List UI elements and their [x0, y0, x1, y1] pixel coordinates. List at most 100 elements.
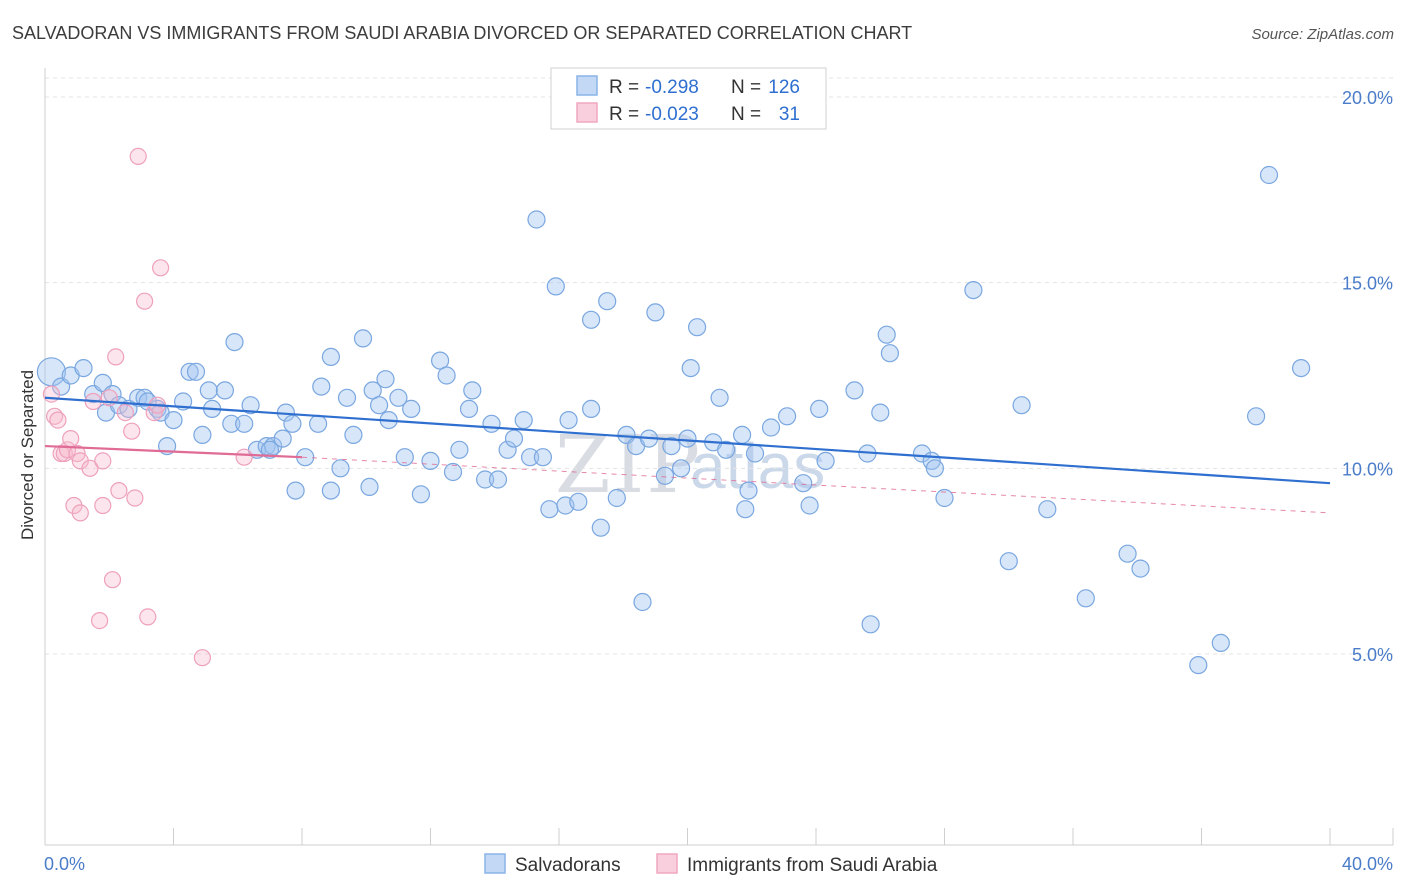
point-salvadorans-124 [260, 440, 279, 459]
point-salvadorans-114 [1038, 500, 1057, 519]
scatter-points [36, 147, 1311, 675]
point-salvadorans-35 [309, 414, 328, 433]
point-salvadorans-39 [331, 459, 350, 478]
point-salvadorans-86 [681, 359, 700, 378]
point-saudi-22 [126, 489, 144, 507]
point-salvadorans-41 [344, 425, 363, 444]
point-salvadorans-56 [450, 440, 469, 459]
axes [44, 68, 1394, 846]
point-salvadorans-62 [498, 440, 517, 459]
point-salvadorans-87 [687, 318, 707, 337]
point-salvadorans-61 [488, 470, 508, 489]
point-salvadorans-67 [540, 500, 559, 519]
point-salvadorans-103 [861, 615, 880, 634]
point-salvadorans-105 [877, 325, 896, 344]
point-salvadorans-14 [164, 411, 183, 430]
point-salvadorans-32 [283, 414, 302, 433]
point-salvadorans-72 [581, 399, 601, 418]
legend-n-label-1: N = [731, 77, 761, 98]
y-tick-labels: 5.0% 10.0% 15.0% 20.0% [1342, 88, 1393, 665]
bottom-legend-label-salvadorans: Salvadorans [515, 855, 621, 876]
point-saudi-0 [42, 385, 61, 403]
legend-r-value-2: -0.023 [645, 104, 699, 125]
point-salvadorans-79 [633, 592, 652, 612]
point-salvadorans-107 [912, 444, 932, 463]
point-salvadorans-122 [1291, 359, 1311, 378]
point-saudi-27 [152, 259, 170, 277]
point-salvadorans-90 [716, 440, 736, 459]
point-salvadorans-25 [235, 414, 254, 433]
point-salvadorans-83 [662, 437, 681, 456]
point-salvadorans-54 [437, 366, 456, 385]
point-saudi-25 [139, 608, 157, 626]
point-salvadorans-115 [1076, 589, 1095, 608]
point-salvadorans-59 [476, 470, 495, 489]
trend-lines [44, 396, 1331, 514]
point-salvadorans-60 [482, 414, 501, 433]
point-salvadorans-42 [353, 329, 373, 348]
stats-legend: R = -0.298 N = 126 R = -0.023 N = 31 [550, 67, 827, 130]
point-saudi-10 [71, 504, 89, 522]
point-salvadorans-99 [810, 399, 829, 418]
point-salvadorans-98 [800, 496, 819, 515]
point-salvadorans-52 [421, 451, 440, 470]
point-saudi-18 [107, 348, 125, 366]
bottom-legend-swatch-salvadorans [484, 853, 506, 874]
point-salvadorans-112 [999, 552, 1018, 571]
legend-r-label-1: R = [609, 77, 639, 98]
x-tick-max: 40.0% [1342, 854, 1393, 874]
point-salvadorans-104 [871, 403, 890, 422]
point-salvadorans-33 [286, 481, 305, 500]
y-tick-label-1: 10.0% [1342, 459, 1393, 479]
point-salvadorans-63 [504, 429, 524, 448]
series-legend: Salvadorans Immigrants from Saudi Arabia [484, 853, 938, 876]
point-salvadorans-75 [598, 292, 617, 311]
point-salvadorans-71 [569, 492, 588, 511]
legend-r-label-2: R = [609, 104, 639, 125]
point-salvadorans-82 [655, 466, 675, 485]
legend-n-value-1: 126 [768, 77, 800, 98]
point-salvadorans-18 [186, 362, 206, 381]
point-salvadorans-92 [736, 500, 755, 519]
point-salvadorans-55 [443, 462, 463, 482]
point-salvadorans-37 [321, 347, 340, 366]
point-salvadorans-3 [74, 359, 93, 378]
y-tick-label-2: 15.0% [1342, 274, 1393, 294]
point-salvadorans-96 [777, 407, 797, 426]
trend-line-salvadorans [44, 396, 1331, 485]
trend-line-saudi-extrapolated [301, 456, 1331, 514]
point-salvadorans-48 [389, 388, 408, 407]
point-salvadorans-23 [222, 414, 241, 433]
point-salvadorans-76 [607, 488, 626, 508]
point-salvadorans-117 [1131, 559, 1150, 578]
point-salvadorans-53 [431, 351, 450, 370]
bottom-legend-label-saudi: Immigrants from Saudi Arabia [687, 855, 938, 876]
point-saudi-6 [62, 430, 80, 448]
point-salvadorans-49 [395, 448, 414, 467]
point-salvadorans-111 [964, 281, 983, 300]
point-salvadorans-70 [559, 411, 578, 430]
point-saudi-2 [49, 411, 67, 429]
point-salvadorans-10 [129, 388, 148, 407]
point-salvadorans-118 [1189, 655, 1208, 675]
point-salvadorans-43 [360, 477, 379, 496]
point-salvadorans-100 [816, 451, 835, 470]
y-tick-label-3: 20.0% [1342, 88, 1393, 108]
point-saudi-17 [103, 571, 122, 589]
chart-title: SALVADORAN VS IMMIGRANTS FROM SAUDI ARAB… [12, 23, 912, 43]
point-saudi-21 [123, 422, 141, 440]
legend-swatch-saudi [576, 102, 598, 123]
point-saudi-23 [129, 147, 147, 165]
point-salvadorans-38 [321, 481, 340, 500]
point-salvadorans-91 [732, 425, 752, 444]
point-salvadorans-45 [370, 396, 389, 415]
point-salvadorans-36 [312, 377, 331, 396]
point-salvadorans-19 [193, 425, 212, 444]
point-salvadorans-119 [1211, 633, 1230, 653]
point-salvadorans-58 [463, 381, 482, 400]
point-saudi-13 [90, 611, 109, 630]
point-saudi-28 [193, 649, 211, 667]
point-salvadorans-121 [1259, 165, 1279, 185]
chart-source: Source: ZipAtlas.com [1251, 26, 1394, 43]
